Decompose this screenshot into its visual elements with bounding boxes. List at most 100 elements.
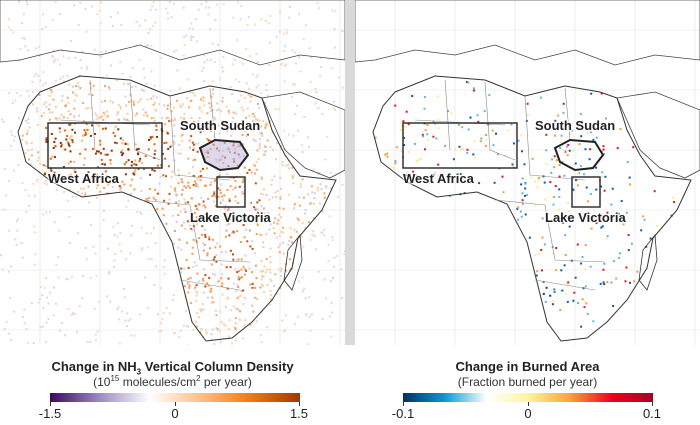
data-pixel bbox=[239, 18, 242, 21]
data-pixel bbox=[577, 172, 579, 175]
data-pixel bbox=[95, 179, 98, 182]
data-pixel bbox=[82, 101, 85, 104]
data-pixel bbox=[133, 170, 136, 173]
data-pixel bbox=[189, 276, 192, 279]
data-pixel bbox=[488, 94, 491, 97]
data-pixel bbox=[195, 218, 198, 221]
data-pixel bbox=[334, 10, 337, 13]
data-pixel bbox=[223, 208, 226, 211]
data-pixel bbox=[222, 3, 225, 6]
data-pixel bbox=[422, 135, 425, 138]
data-pixel bbox=[189, 91, 192, 94]
data-pixel bbox=[612, 260, 615, 263]
data-pixel bbox=[476, 114, 479, 117]
data-pixel bbox=[144, 19, 147, 22]
data-pixel bbox=[592, 139, 595, 142]
data-pixel bbox=[29, 163, 32, 166]
data-pixel bbox=[75, 94, 78, 97]
data-pixel bbox=[248, 114, 251, 117]
data-pixel bbox=[174, 189, 177, 192]
data-pixel bbox=[545, 133, 548, 136]
data-pixel bbox=[324, 158, 327, 161]
data-pixel bbox=[211, 328, 214, 331]
data-pixel bbox=[60, 143, 63, 146]
data-pixel bbox=[236, 39, 239, 42]
data-pixel bbox=[112, 101, 114, 104]
data-pixel bbox=[205, 0, 208, 3]
data-pixel bbox=[183, 285, 186, 288]
data-pixel bbox=[204, 184, 206, 187]
data-pixel bbox=[255, 76, 258, 79]
data-pixel bbox=[26, 90, 29, 93]
data-pixel bbox=[278, 251, 281, 254]
data-pixel bbox=[240, 268, 243, 271]
data-pixel bbox=[226, 297, 229, 300]
data-pixel bbox=[603, 189, 606, 192]
data-pixel bbox=[113, 181, 116, 184]
data-pixel bbox=[291, 177, 294, 180]
data-pixel bbox=[55, 264, 58, 266]
data-pixel bbox=[170, 110, 173, 113]
data-pixel bbox=[182, 221, 185, 224]
data-pixel bbox=[129, 184, 132, 187]
data-pixel bbox=[173, 124, 176, 127]
data-pixel bbox=[147, 197, 150, 200]
data-pixel bbox=[254, 296, 257, 299]
data-pixel bbox=[558, 175, 561, 178]
data-pixel bbox=[86, 258, 89, 261]
data-pixel bbox=[234, 328, 237, 331]
data-pixel bbox=[98, 234, 101, 237]
data-pixel bbox=[282, 207, 285, 210]
data-pixel bbox=[115, 79, 118, 81]
data-pixel bbox=[89, 276, 92, 279]
data-pixel bbox=[581, 256, 584, 258]
data-pixel bbox=[553, 155, 556, 158]
data-pixel bbox=[154, 242, 157, 245]
data-pixel bbox=[521, 202, 524, 205]
data-pixel bbox=[170, 175, 173, 178]
data-pixel bbox=[39, 162, 42, 165]
data-pixel bbox=[7, 92, 10, 95]
data-pixel bbox=[673, 201, 676, 204]
data-pixel bbox=[265, 89, 268, 92]
data-pixel bbox=[73, 107, 76, 110]
data-pixel bbox=[45, 341, 48, 344]
data-pixel bbox=[145, 198, 148, 201]
data-pixel bbox=[507, 129, 510, 132]
data-pixel bbox=[266, 326, 269, 329]
data-pixel bbox=[70, 135, 73, 138]
data-pixel bbox=[81, 139, 83, 142]
data-pixel bbox=[39, 326, 42, 328]
data-pixel bbox=[72, 91, 74, 94]
data-pixel bbox=[323, 197, 326, 199]
data-pixel bbox=[649, 237, 652, 240]
data-pixel bbox=[81, 50, 84, 53]
data-pixel bbox=[568, 133, 571, 136]
data-pixel bbox=[121, 142, 124, 145]
data-pixel bbox=[53, 171, 56, 174]
data-pixel bbox=[279, 64, 282, 67]
data-pixel bbox=[178, 336, 181, 339]
burned-area-colorbar bbox=[403, 393, 653, 402]
data-pixel bbox=[53, 141, 56, 143]
data-pixel bbox=[448, 195, 451, 198]
data-pixel bbox=[203, 243, 206, 246]
data-pixel bbox=[178, 143, 181, 146]
data-pixel bbox=[262, 193, 265, 196]
data-pixel bbox=[132, 172, 135, 175]
data-pixel bbox=[187, 282, 190, 284]
data-pixel bbox=[72, 85, 75, 88]
data-pixel bbox=[622, 223, 625, 226]
data-pixel bbox=[150, 232, 153, 235]
data-pixel bbox=[140, 249, 143, 252]
data-pixel bbox=[31, 80, 34, 83]
data-pixel bbox=[278, 213, 281, 216]
data-pixel bbox=[201, 308, 203, 311]
africa-coastline bbox=[17, 75, 337, 342]
data-pixel bbox=[261, 285, 264, 287]
data-pixel bbox=[275, 158, 277, 161]
data-pixel bbox=[158, 330, 161, 333]
data-pixel bbox=[155, 109, 158, 112]
data-pixel bbox=[35, 107, 38, 110]
data-pixel bbox=[149, 8, 152, 11]
